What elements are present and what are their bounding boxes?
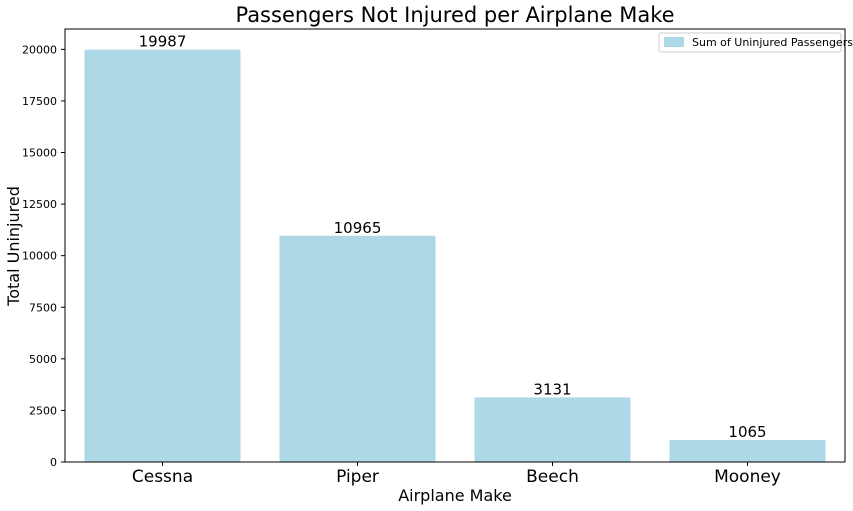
bars-layer: 19987 10965 3131 1065: [84, 33, 826, 462]
legend-swatch: [664, 37, 684, 47]
bar: [84, 49, 241, 462]
y-tick-label: 2500: [29, 404, 57, 417]
y-tick-label: 5000: [29, 353, 57, 366]
legend-box: [658, 32, 842, 53]
y-tick-label: 0: [50, 456, 57, 469]
x-tick-label: Mooney: [714, 467, 781, 487]
x-tick-label: Piper: [336, 467, 379, 487]
data-label: 19987: [139, 33, 187, 51]
plot-frame: [64, 28, 846, 463]
y-axis: 0 2500 5000 7500 10000 12500 15000 17500 20000: [22, 43, 65, 469]
chart-title: Passengers Not Injured per Airplane Make: [235, 3, 674, 27]
x-tick-label: Beech: [526, 467, 579, 487]
bar: [669, 440, 826, 462]
y-axis-label: Total Uninjured: [4, 186, 23, 307]
bar: [474, 397, 631, 462]
legend-label: Sum of Uninjured Passengers: [692, 36, 853, 49]
data-label: 1065: [728, 423, 766, 441]
y-tick-label: 20000: [22, 43, 57, 56]
bar: [279, 235, 436, 462]
data-label: 10965: [334, 219, 382, 237]
x-tick-label: Cessna: [132, 467, 193, 487]
y-tick-label: 10000: [22, 250, 57, 263]
legend: Sum of Uninjured Passengers: [658, 32, 853, 53]
y-tick-label: 15000: [22, 147, 57, 160]
y-tick-label: 7500: [29, 301, 57, 314]
x-axis: Cessna Piper Beech Mooney: [132, 462, 781, 487]
y-tick-label: 17500: [22, 95, 57, 108]
x-axis-label: Airplane Make: [398, 486, 512, 505]
data-label: 3131: [533, 380, 571, 398]
y-tick-label: 12500: [22, 198, 57, 211]
